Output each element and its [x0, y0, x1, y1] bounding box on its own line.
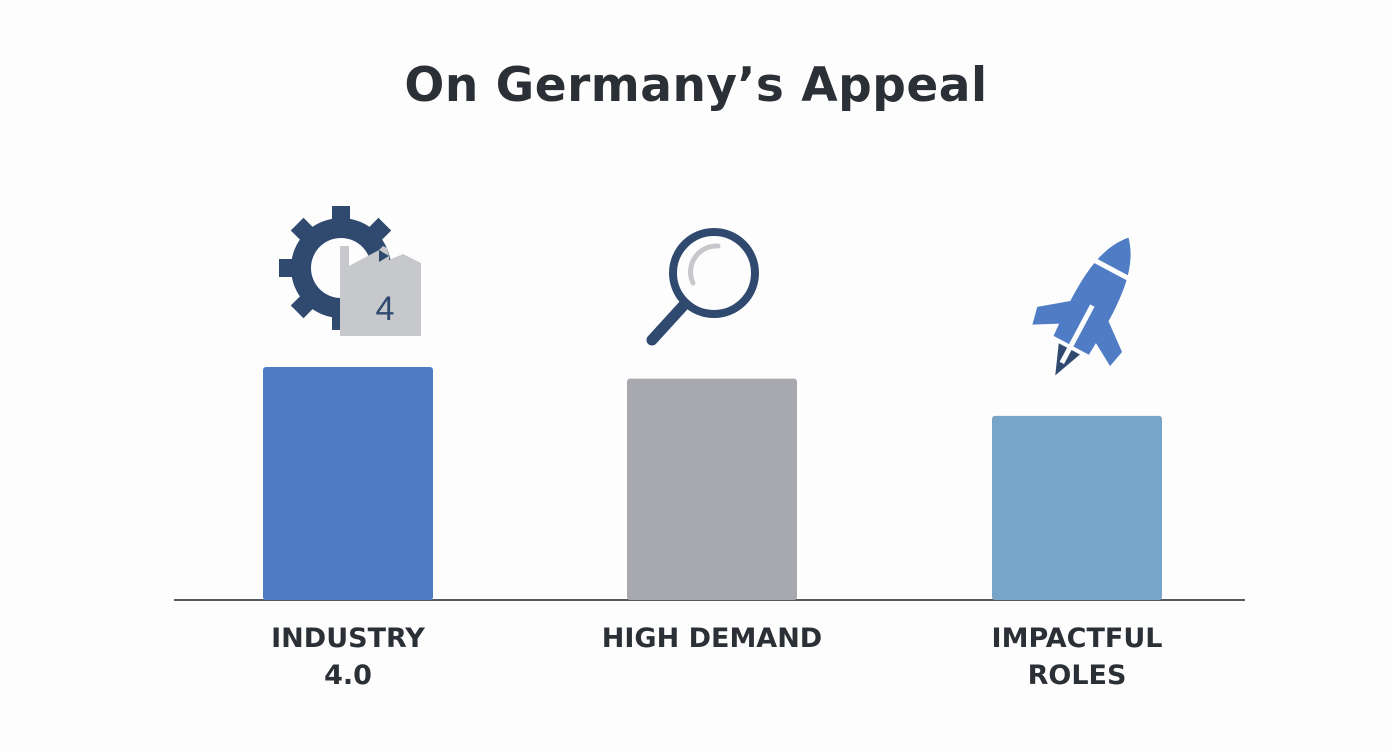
category-label-industry: INDUSTRY 4.0 [271, 623, 425, 691]
category-label-demand: HIGH DEMAND [601, 623, 823, 654]
magnifier-icon [646, 228, 759, 346]
category-label-roles: IMPACTFUL ROLES [991, 623, 1163, 691]
bar-3 [992, 415, 1162, 600]
gear-factory-icon: 4 [279, 206, 421, 336]
bar-2 [627, 378, 797, 600]
industry-4-text: 4 [376, 290, 395, 328]
bar-1 [263, 367, 433, 600]
chart-title: On Germany’s Appeal [404, 58, 988, 113]
rocket-icon [1032, 237, 1134, 376]
